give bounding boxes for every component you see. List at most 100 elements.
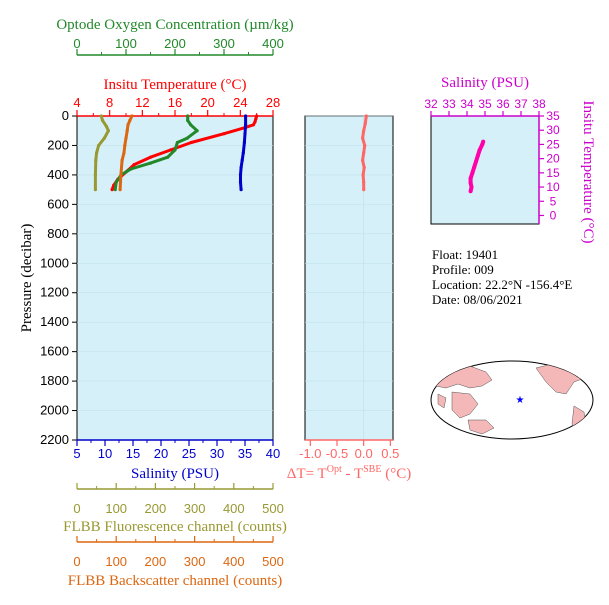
backscatter-data-point <box>118 188 122 192</box>
pressure-tick-label: 0 <box>62 108 69 123</box>
delta-data-point <box>362 180 366 184</box>
temperature-tick-label: 28 <box>266 95 280 110</box>
ts-data-point <box>468 176 473 181</box>
ts-x-tick-label: 34 <box>460 97 474 111</box>
pressure-tick-label: 2000 <box>40 403 69 418</box>
fluorescence-tick-label: 200 <box>145 501 167 516</box>
salinity-data-point <box>238 173 243 177</box>
temperature-tick-label: 4 <box>73 95 80 110</box>
temperature-data-point <box>255 114 259 118</box>
fluorescence-profile-line <box>93 115 110 190</box>
delta-data-point <box>362 188 366 192</box>
oxygen-data-point <box>175 140 179 145</box>
pressure-tick-label: 400 <box>47 167 69 182</box>
backscatter-data-point <box>128 118 132 122</box>
backscatter-data-point <box>119 173 123 177</box>
ts-x-tick-label: 33 <box>442 97 456 111</box>
salinity-tick-label: 40 <box>266 446 280 461</box>
salinity-tick-label: 20 <box>154 446 168 461</box>
delta-data-point <box>361 173 365 177</box>
backscatter-data-point <box>130 114 134 118</box>
salinity-tick-label: 25 <box>182 446 196 461</box>
temperature-data-point <box>189 140 193 145</box>
fluorescence-tick-label: 0 <box>73 501 80 516</box>
oxygen-tick-label: 100 <box>115 36 137 51</box>
ts-temperature-label: Insitu Temperature (°C) <box>580 101 596 244</box>
backscatter-tick-label: 200 <box>145 554 167 569</box>
fluorescence-data-point <box>106 129 110 133</box>
delta-data-point <box>363 121 367 125</box>
ts-y-tick-label: 5 <box>550 194 557 208</box>
salinity-tick-label: 10 <box>98 446 112 461</box>
oxygen-data-point <box>148 161 153 165</box>
oxygen-axis-label: Optode Oxygen Concentration (µm/kg) <box>56 17 293 33</box>
ts-data-point <box>470 170 475 175</box>
temperature-axis: 4 8 12 16 20 24 28 <box>73 95 280 117</box>
salinity-tick-label: 30 <box>210 446 224 461</box>
temperature-tick-label: 12 <box>135 95 149 110</box>
backscatter-data-point <box>123 143 127 148</box>
float-id: Float: 19401 <box>432 247 498 262</box>
ts-x-tick-label: 37 <box>514 97 528 111</box>
fluorescence-axis: 0 100 200 300 400 500 <box>73 483 284 516</box>
pressure-tick-label: 1200 <box>40 285 69 300</box>
backscatter-axis: 0 100 200 300 400 500 <box>73 536 284 569</box>
fluorescence-data-point <box>104 124 108 128</box>
oxygen-data-point <box>173 148 177 152</box>
fluorescence-data-point <box>97 143 101 148</box>
backscatter-data-point <box>126 123 130 127</box>
temperature-tick-label: 16 <box>168 95 182 110</box>
backscatter-data-point <box>124 136 128 140</box>
ts-data-point <box>472 165 477 170</box>
salinity-data-point <box>244 114 248 118</box>
ts-series <box>468 139 486 194</box>
backscatter-tick-label: 400 <box>223 554 245 569</box>
pressure-tick-label: 2200 <box>40 432 69 447</box>
backscatter-tick-label: 300 <box>184 554 206 569</box>
oxygen-data-point <box>185 136 189 140</box>
fluorescence-data-point <box>94 158 98 162</box>
pressure-tick-label: 200 <box>47 137 69 152</box>
oxygen-data-point <box>195 129 199 133</box>
backscatter-tick-label: 0 <box>73 554 80 569</box>
salinity-data-point <box>239 188 243 192</box>
oxygen-data-point <box>113 188 117 192</box>
location: Location: 22.2°N -156.4°E <box>432 277 572 292</box>
salinity-axis-label: Salinity (PSU) <box>131 466 219 482</box>
fluorescence-tick-label: 400 <box>223 501 245 516</box>
ts-data-point <box>468 180 473 185</box>
delta-data-point <box>364 114 368 118</box>
fluorescence-tick-label: 100 <box>105 501 127 516</box>
delta-series <box>361 114 368 192</box>
backscatter-profile-line <box>118 115 134 190</box>
ts-x-tick-label: 36 <box>496 97 510 111</box>
date: Date: 08/06/2021 <box>432 292 523 307</box>
backscatter-data-point <box>122 151 126 155</box>
temperature-data-point <box>132 163 136 167</box>
temperature-data-point <box>169 148 173 152</box>
oxygen-data-point <box>189 123 193 127</box>
salinity-data-point <box>241 151 245 155</box>
pressure-axis-label: Pressure (decibar) <box>19 224 35 333</box>
fluorescence-tick-label: 500 <box>262 501 284 516</box>
salinity-tick-label: 15 <box>126 446 140 461</box>
temperature-tick-label: 8 <box>106 95 113 110</box>
fluorescence-axis-label: FLBB Fluorescence channel (counts) <box>63 519 287 535</box>
ts-data-point <box>474 159 478 164</box>
delta-tick-label: 0.0 <box>355 446 373 461</box>
salinity-data-point <box>244 123 248 127</box>
salinity-profile-line <box>239 116 248 190</box>
delta-tick-label: -1.0 <box>299 446 321 461</box>
salinity-data-point <box>238 180 243 184</box>
delta-tick-label: 0.5 <box>381 446 399 461</box>
salinity-tick-label: 35 <box>238 446 252 461</box>
temperature-data-point <box>253 120 257 124</box>
temperature-tick-label: 24 <box>233 95 247 110</box>
profile-number: Profile: 009 <box>432 262 494 277</box>
oxygen-data-point <box>166 155 170 159</box>
backscatter-data-point <box>125 129 129 133</box>
delta-data-point <box>362 165 366 170</box>
ts-data-point <box>477 148 482 153</box>
